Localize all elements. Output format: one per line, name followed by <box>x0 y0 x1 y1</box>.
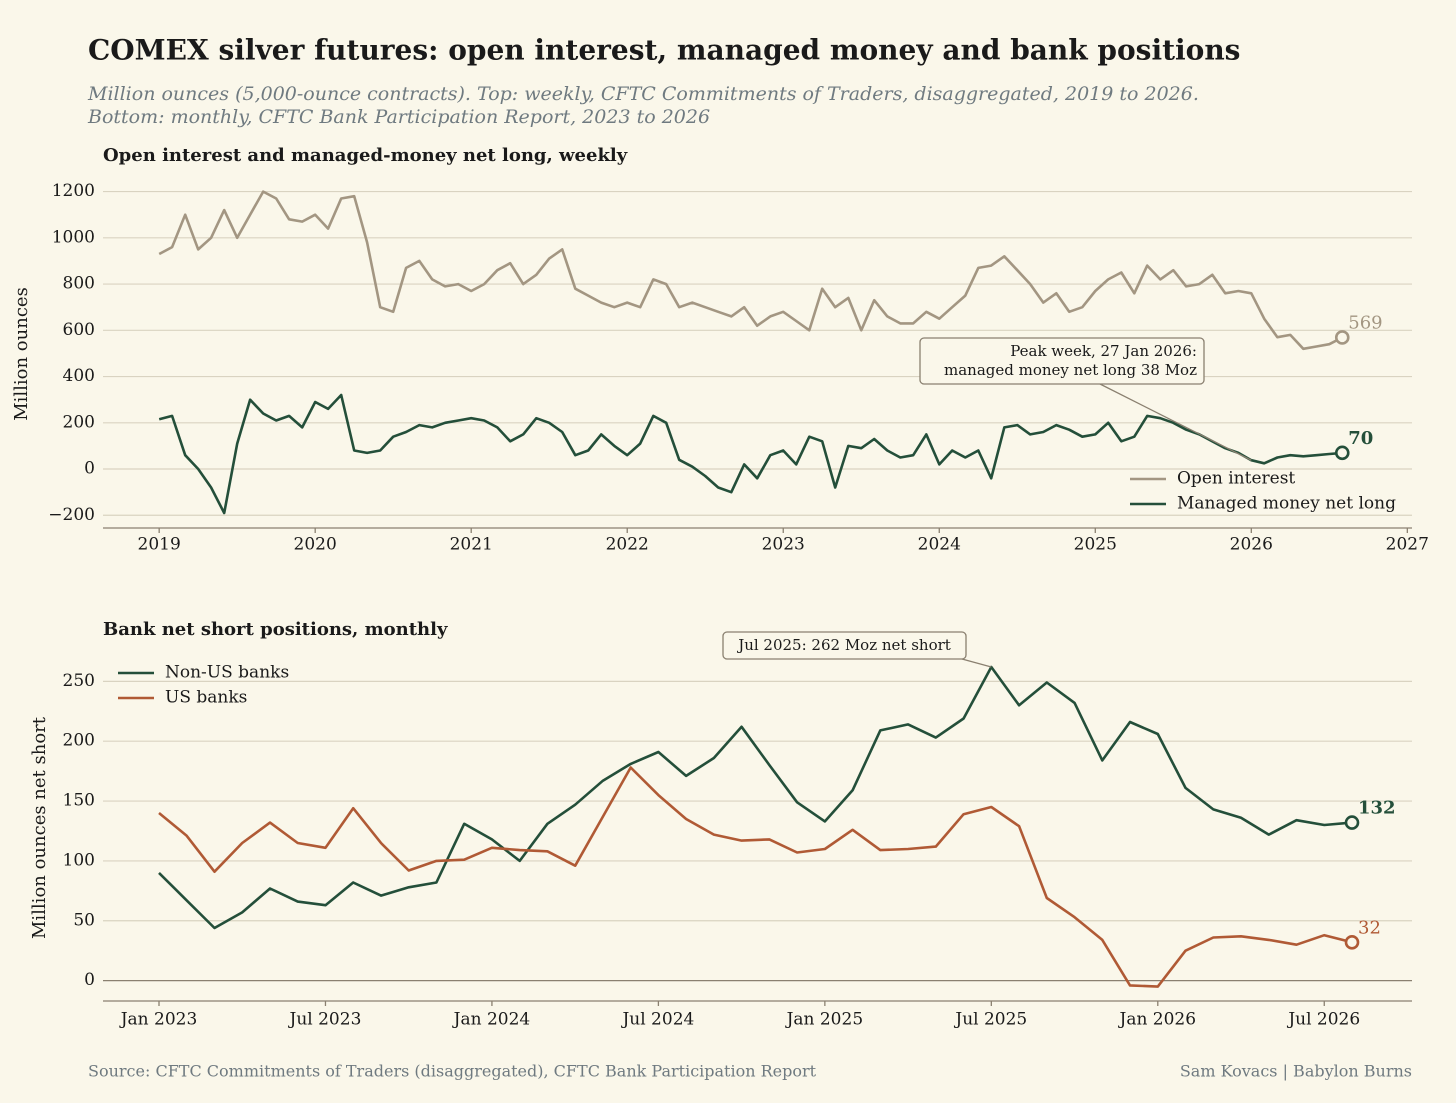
x-tick-label: 2019 <box>138 535 181 555</box>
x-tick-label: Jan 2024 <box>452 1010 531 1030</box>
x-tick-label: 2022 <box>606 535 649 555</box>
y-tick-label: 200 <box>63 731 95 751</box>
annotation-arrow <box>961 658 992 668</box>
end-label: 569 <box>1348 312 1382 333</box>
y-tick-label: 50 <box>73 910 95 930</box>
end-marker <box>1344 935 1360 950</box>
x-tick-label: Jan 2025 <box>785 1010 864 1030</box>
end-marker <box>1334 445 1350 461</box>
series-line <box>158 190 1343 351</box>
source: Source: CFTC Commitments of Traders (dis… <box>88 1062 817 1081</box>
x-tick-label: Jul 2023 <box>288 1010 362 1030</box>
end-marker <box>1344 815 1360 830</box>
annotation-box <box>919 337 1205 385</box>
end-label: 132 <box>1358 798 1396 819</box>
x-tick-label: Jul 2025 <box>953 1010 1027 1030</box>
x-tick-label: Jul 2024 <box>620 1010 694 1030</box>
x-tick-label: 2026 <box>1230 535 1273 555</box>
y-tick-label: −200 <box>48 505 95 525</box>
y-axis-label: Million ounces net short <box>29 716 50 939</box>
y-tick-label: 250 <box>63 671 95 691</box>
annotation-text: managed money net long 38 Moz <box>944 361 1197 379</box>
y-tick-label: 400 <box>63 366 95 386</box>
legend-label: Managed money net long <box>1177 494 1396 514</box>
y-tick-label: 800 <box>63 274 95 294</box>
y-tick-label: 1200 <box>52 181 95 201</box>
annotation-arrow <box>1099 383 1252 461</box>
x-tick-label: Jan 2026 <box>1118 1010 1197 1030</box>
x-tick-label: 2027 <box>1386 535 1429 555</box>
end-label: 70 <box>1348 428 1373 449</box>
panel-title: Bank net short positions, monthly <box>103 619 448 640</box>
end-marker <box>1334 330 1350 345</box>
x-tick-label: 2024 <box>918 535 961 555</box>
annotation-box <box>722 631 967 660</box>
annotation-text: Jul 2025: 262 Moz net short <box>736 636 951 654</box>
credit: Sam Kovacs | Babylon Burns <box>1180 1062 1412 1081</box>
annotation-text: Peak week, 27 Jan 2026: <box>1010 342 1197 360</box>
series-line <box>158 665 1353 930</box>
x-tick-label: 2023 <box>762 535 805 555</box>
x-tick-label: Jul 2026 <box>1286 1010 1360 1030</box>
series-line <box>158 766 1353 988</box>
subtitle: Bottom: monthly, CFTC Bank Participation… <box>87 106 710 128</box>
legend-label: Open interest <box>1177 469 1295 489</box>
x-tick-label: 2020 <box>294 535 337 555</box>
x-tick-label: 2021 <box>450 535 493 555</box>
y-tick-label: 600 <box>63 320 95 340</box>
subtitle: Million ounces (5,000-ounce contracts). … <box>87 83 1199 105</box>
x-tick-label: Jan 2023 <box>119 1010 198 1030</box>
legend-label: Non-US banks <box>165 663 289 683</box>
y-axis-label: Million ounces <box>11 287 32 421</box>
legend-label: US banks <box>165 688 247 708</box>
y-tick-label: 100 <box>63 850 95 870</box>
y-tick-label: 1000 <box>52 227 95 247</box>
y-tick-label: 0 <box>84 459 95 479</box>
y-tick-label: 150 <box>63 791 95 811</box>
page-title: COMEX silver futures: open interest, man… <box>88 34 1240 67</box>
y-tick-label: 200 <box>63 412 95 432</box>
panel-title: Open interest and managed-money net long… <box>103 145 628 166</box>
x-tick-label: 2025 <box>1074 535 1117 555</box>
end-label: 32 <box>1358 917 1381 938</box>
y-tick-label: 0 <box>84 970 95 990</box>
series-line <box>158 393 1343 515</box>
